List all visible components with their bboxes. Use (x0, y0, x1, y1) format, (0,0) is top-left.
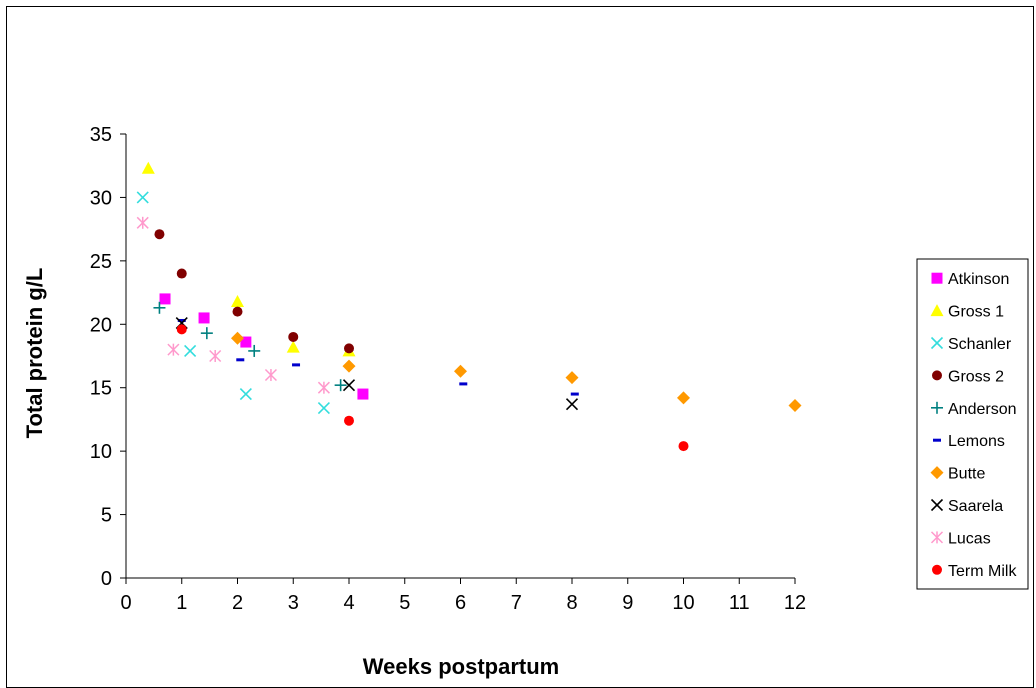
chart-frame (6, 6, 1034, 688)
lucas-point (317, 381, 330, 394)
y-tick-label: 25 (90, 251, 112, 273)
x-tick-label: 6 (455, 592, 466, 614)
legend-marker-anderson (931, 401, 943, 414)
x-tick-label: 10 (672, 592, 694, 614)
legend-marker-saarela (930, 498, 944, 512)
y-tick-label: 30 (90, 187, 112, 209)
anderson-point (248, 344, 261, 357)
gross-1-point (141, 161, 155, 174)
atkinson-point (159, 293, 171, 305)
gross-2-point (344, 343, 354, 354)
atkinson-point (198, 312, 210, 324)
legend-marker-lemons (933, 438, 941, 442)
y-tick-label: 20 (90, 314, 112, 336)
legend-label-saarela: Saarela (948, 498, 1003, 515)
legend-marker-lucas (930, 531, 944, 544)
saarela-point (565, 398, 579, 411)
gross-1-point (286, 340, 300, 353)
legend-label-butte: Butte (948, 466, 985, 483)
term-milk-point (176, 324, 187, 335)
legend-label-lemons: Lemons (948, 433, 1005, 450)
x-tick-label: 8 (566, 592, 577, 614)
lucas-point (136, 216, 149, 229)
y-axis-title: Total protein g/L (22, 268, 47, 439)
legend-marker-atkinson (931, 272, 943, 284)
legend-label-atkinson: Atkinson (948, 271, 1009, 288)
butte-point (788, 398, 802, 412)
atkinson-point (240, 336, 252, 348)
plot-area (136, 161, 802, 452)
schanler-point (317, 401, 330, 415)
butte-point (677, 391, 690, 405)
butte-point (565, 371, 579, 385)
schanler-point (136, 191, 149, 204)
x-tick-label: 11 (729, 592, 750, 614)
x-tick-label: 4 (343, 592, 354, 614)
legend-label-gross-2: Gross 2 (948, 368, 1004, 385)
lucas-point (167, 343, 180, 356)
anderson-point (334, 379, 347, 392)
lemons-point (236, 358, 245, 362)
legend-marker-gross-1 (930, 304, 944, 317)
butte-point (342, 359, 356, 373)
y-tick-label: 10 (90, 441, 112, 463)
lemons-point (177, 318, 186, 322)
x-tick-label: 1 (176, 592, 187, 614)
gross-2-point (232, 306, 243, 317)
lucas-point (209, 349, 222, 363)
y-tick-label: 35 (90, 124, 112, 146)
x-tick-label: 0 (120, 592, 131, 614)
anderson-point (153, 301, 166, 314)
butte-point (454, 364, 467, 378)
term-milk-point (678, 441, 689, 452)
lemons-point (570, 392, 579, 396)
x-tick-label: 2 (232, 592, 243, 614)
gross-1-point (231, 294, 244, 307)
butte-point (231, 331, 244, 345)
schanler-point (239, 387, 252, 401)
legend-marker-gross-2 (932, 370, 942, 381)
x-tick-label: 7 (511, 592, 522, 614)
legend-marker-term-milk (932, 564, 942, 575)
gross-2-point (176, 268, 187, 279)
x-tick-label: 12 (784, 592, 806, 614)
schanler-point (184, 344, 197, 357)
term-milk-point (344, 415, 354, 426)
saarela-point (342, 379, 356, 392)
gross-2-point (288, 331, 299, 342)
legend-label-term-milk: Term Milk (948, 563, 1017, 580)
lemons-point (459, 382, 468, 386)
legend: Atkinson Gross 1 Schanler Gross 2 Anderson Le… (916, 258, 1029, 590)
anderson-point (200, 327, 213, 340)
legend-label-gross-1: Gross 1 (948, 304, 1004, 321)
atkinson-point (357, 388, 369, 400)
legend-marker-schanler (930, 336, 944, 350)
y-tick-label: 15 (90, 378, 112, 400)
lucas-point (264, 368, 277, 382)
legend-label-anderson: Anderson (948, 401, 1017, 418)
x-tick-label: 9 (622, 592, 633, 614)
y-tick-label: 0 (101, 568, 112, 590)
legend-label-lucas: Lucas (948, 530, 991, 547)
x-tick-label: 3 (288, 592, 299, 614)
legend-marker-butte (930, 466, 944, 480)
x-axis-title: Weeks postpartum (363, 654, 559, 679)
lemons-point (292, 363, 301, 367)
legend-label-schanler: Schanler (948, 336, 1012, 353)
gross-2-point (154, 229, 165, 240)
x-tick-label: 5 (399, 592, 410, 614)
y-tick-label: 5 (101, 505, 112, 527)
